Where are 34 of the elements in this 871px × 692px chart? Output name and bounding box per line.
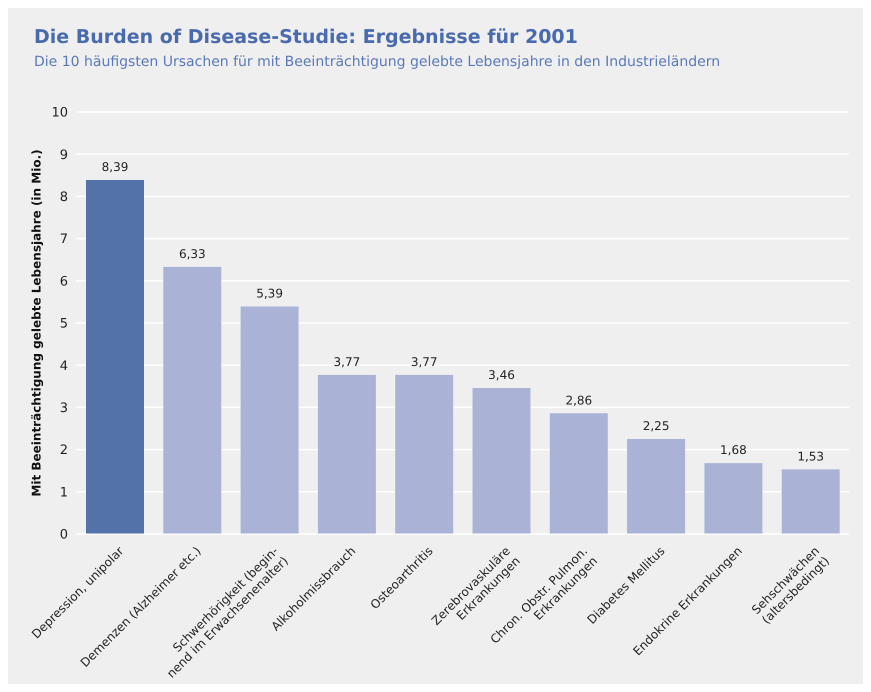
data-label: 8,39 [102,160,128,174]
y-tick-label: 9 [60,148,68,163]
y-tick-label: 7 [60,232,68,248]
chart-title: Die Burden of Disease-Studie: Ergebnisse für 2001 [34,26,578,48]
y-tick-label: 2 [60,443,68,458]
bar [550,413,608,534]
bar [318,374,376,534]
data-label: 3,46 [488,368,515,382]
data-label: 6,33 [178,246,206,261]
bar [86,180,144,534]
y-tick-label: 10 [51,106,68,121]
y-tick-label: 5 [60,316,68,332]
bar [395,374,454,534]
data-label: 1,68 [720,443,747,458]
data-label: 2,86 [565,393,592,408]
chart-subtitle: Die 10 häufigsten Ursachen für mit Beeinträchtigung gelebte Lebensjahre in den Industrieländern [34,54,720,70]
bar [627,439,686,534]
y-tick-label: 1 [60,485,68,500]
y-tick-label: 3 [60,401,68,416]
data-label: 3,77 [334,354,360,369]
bar [163,266,222,534]
y-tick-label: 0 [60,528,68,543]
bar [704,463,762,534]
data-label: 1,53 [797,449,824,464]
y-tick-label: 4 [60,358,68,374]
data-label: 2,25 [642,419,670,434]
y-tick-label: 8 [60,190,68,206]
data-label: 5,39 [256,286,283,301]
y-tick-label: 6 [60,274,68,290]
y-axis-title: Mit Beeinträchtigung gelebte Lebensjahre (in Mio.) [29,149,44,497]
data-label: 3,77 [410,354,438,369]
bar [782,469,840,534]
bar [240,306,299,534]
bar [472,388,530,534]
